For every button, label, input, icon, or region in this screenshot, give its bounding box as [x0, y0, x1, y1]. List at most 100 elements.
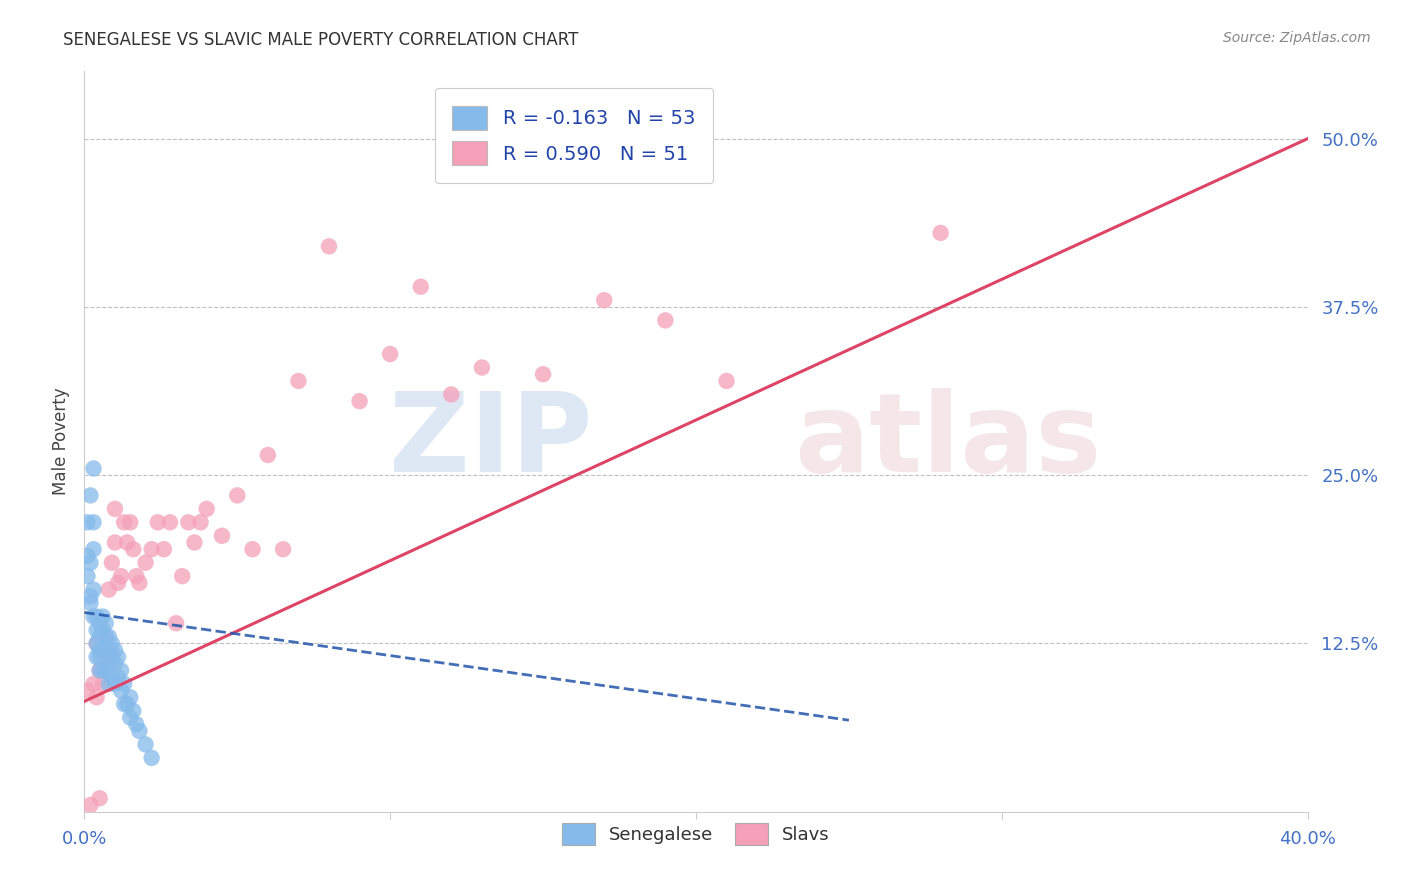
Point: [318, 239, 340, 253]
Point: [112, 697, 135, 711]
Point: [83, 542, 105, 557]
Point: [86, 636, 108, 650]
Point: [101, 556, 124, 570]
Point: [107, 575, 129, 590]
Point: [97, 643, 120, 657]
Point: [104, 535, 127, 549]
Point: [91, 643, 114, 657]
Point: [94, 664, 117, 678]
Text: atlas: atlas: [794, 388, 1101, 495]
Point: [120, 710, 142, 724]
Point: [83, 582, 105, 597]
Point: [120, 690, 142, 705]
Point: [409, 279, 432, 293]
Point: [86, 690, 108, 705]
Legend: Senegalese, Slavs: Senegalese, Slavs: [553, 814, 839, 855]
Point: [89, 630, 111, 644]
Point: [104, 657, 127, 671]
Point: [135, 738, 157, 752]
Point: [76, 569, 98, 583]
Point: [83, 516, 105, 530]
Point: [89, 791, 111, 805]
Point: [89, 616, 111, 631]
Point: [471, 360, 494, 375]
Point: [257, 448, 280, 462]
Point: [86, 649, 108, 664]
Point: [76, 516, 98, 530]
Point: [97, 630, 120, 644]
Point: [76, 683, 98, 698]
Point: [531, 368, 554, 382]
Point: [141, 751, 163, 765]
Point: [104, 677, 127, 691]
Point: [110, 569, 132, 583]
Point: [112, 516, 135, 530]
Point: [226, 488, 249, 502]
Point: [94, 630, 117, 644]
Point: [79, 590, 101, 604]
Point: [83, 461, 105, 475]
Point: [101, 670, 124, 684]
Point: [593, 293, 616, 308]
Point: [271, 542, 294, 557]
Y-axis label: Male Poverty: Male Poverty: [52, 388, 70, 495]
Point: [929, 226, 952, 240]
Point: [183, 535, 205, 549]
Point: [86, 636, 108, 650]
Point: [195, 501, 218, 516]
Point: [110, 664, 132, 678]
Point: [654, 313, 676, 327]
Point: [135, 556, 157, 570]
Point: [94, 630, 117, 644]
Point: [128, 723, 150, 738]
Point: [89, 664, 111, 678]
Point: [112, 677, 135, 691]
Point: [146, 516, 169, 530]
Point: [83, 609, 105, 624]
Point: [86, 623, 108, 637]
Point: [380, 347, 402, 361]
Point: [128, 575, 150, 590]
Point: [104, 501, 127, 516]
Text: SENEGALESE VS SLAVIC MALE POVERTY CORRELATION CHART: SENEGALESE VS SLAVIC MALE POVERTY CORREL…: [63, 31, 579, 49]
Point: [125, 569, 148, 583]
Point: [91, 664, 114, 678]
Point: [122, 704, 145, 718]
Text: Source: ZipAtlas.com: Source: ZipAtlas.com: [1223, 31, 1371, 45]
Point: [211, 529, 233, 543]
Point: [349, 394, 371, 409]
Point: [115, 535, 138, 549]
Point: [79, 556, 101, 570]
Point: [287, 374, 309, 388]
Point: [83, 677, 105, 691]
Point: [242, 542, 264, 557]
Point: [141, 542, 163, 557]
Point: [86, 609, 108, 624]
Point: [79, 596, 101, 610]
Point: [89, 649, 111, 664]
Point: [122, 542, 145, 557]
Point: [97, 649, 120, 664]
Point: [104, 643, 127, 657]
Point: [89, 643, 111, 657]
Point: [716, 374, 738, 388]
Point: [125, 717, 148, 731]
Point: [177, 516, 200, 530]
Point: [190, 516, 212, 530]
Point: [91, 623, 114, 637]
Point: [165, 616, 187, 631]
Point: [440, 387, 463, 401]
Point: [107, 649, 129, 664]
Point: [120, 516, 142, 530]
Point: [79, 488, 101, 502]
Point: [94, 643, 117, 657]
Point: [94, 616, 117, 631]
Point: [89, 664, 111, 678]
Point: [76, 549, 98, 563]
Point: [91, 677, 114, 691]
Point: [101, 636, 124, 650]
Point: [91, 643, 114, 657]
Text: ZIP: ZIP: [388, 388, 592, 495]
Point: [110, 683, 132, 698]
Point: [101, 649, 124, 664]
